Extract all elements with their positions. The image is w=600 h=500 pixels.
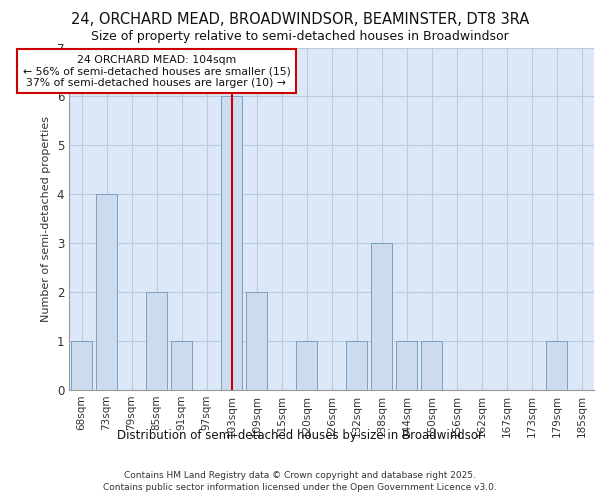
Bar	[96, 194, 117, 390]
Bar	[371, 243, 392, 390]
Bar	[296, 341, 317, 390]
Bar	[421, 341, 442, 390]
Bar	[346, 341, 367, 390]
Text: Size of property relative to semi-detached houses in Broadwindsor: Size of property relative to semi-detach…	[91, 30, 509, 43]
Text: 24, ORCHARD MEAD, BROADWINDSOR, BEAMINSTER, DT8 3RA: 24, ORCHARD MEAD, BROADWINDSOR, BEAMINST…	[71, 12, 529, 28]
Bar	[246, 292, 267, 390]
Bar	[146, 292, 167, 390]
Bar	[546, 341, 567, 390]
Bar	[71, 341, 92, 390]
Bar	[396, 341, 417, 390]
Bar	[221, 96, 242, 390]
Text: Contains HM Land Registry data © Crown copyright and database right 2025.
Contai: Contains HM Land Registry data © Crown c…	[103, 471, 497, 492]
Bar	[171, 341, 192, 390]
Y-axis label: Number of semi-detached properties: Number of semi-detached properties	[41, 116, 51, 322]
Text: Distribution of semi-detached houses by size in Broadwindsor: Distribution of semi-detached houses by …	[117, 430, 483, 442]
Text: 24 ORCHARD MEAD: 104sqm
← 56% of semi-detached houses are smaller (15)
37% of se: 24 ORCHARD MEAD: 104sqm ← 56% of semi-de…	[23, 55, 290, 88]
